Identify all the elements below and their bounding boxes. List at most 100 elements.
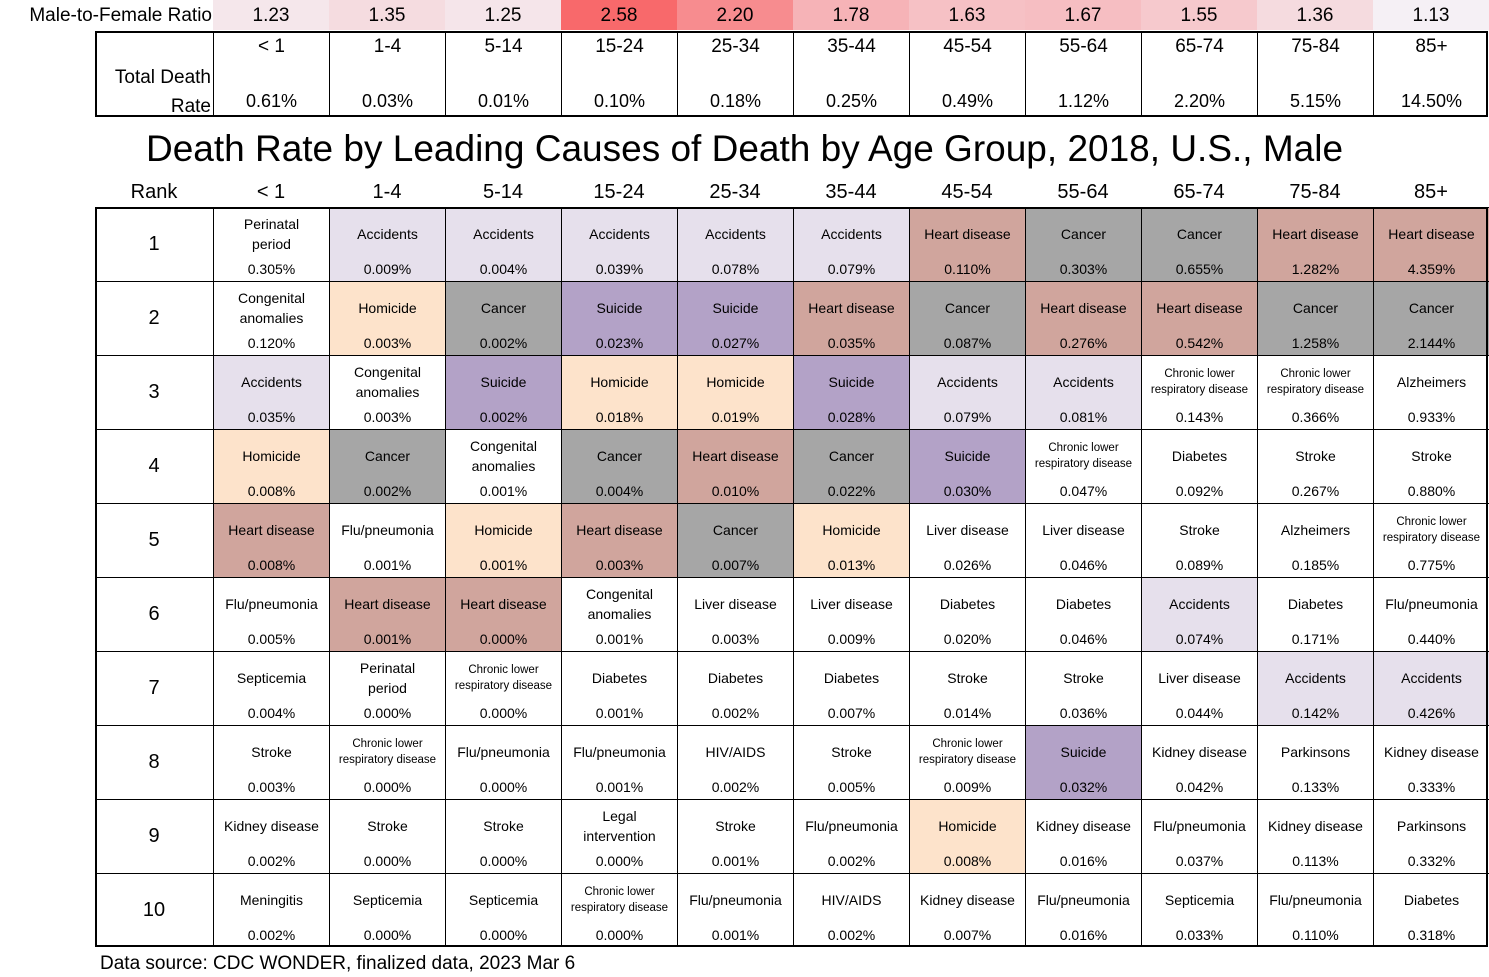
cause-cell: Diabetes 0.002% — [677, 651, 793, 725]
cause-text: Suicide — [828, 374, 875, 390]
cause-name: Accidents — [910, 360, 1025, 404]
rank-number: 8 — [148, 751, 160, 773]
ratio-value: 1.35 — [329, 0, 445, 30]
cause-name: Flu/pneumonia — [446, 730, 561, 774]
cause-text: Liver disease — [1042, 522, 1125, 538]
cause-rate: 0.333% — [1407, 779, 1456, 795]
cause-name: Suicide — [794, 360, 909, 404]
cause-text: Flu/pneumonia — [1153, 818, 1246, 834]
cause-name: Parkinsons — [1374, 804, 1489, 848]
cause-cell: Kidney disease 0.002% — [213, 799, 329, 873]
cause-name: Heart disease — [1374, 212, 1489, 256]
cause-cell: Heart disease 0.003% — [561, 503, 677, 577]
cause-text: HIV/AIDS — [821, 892, 882, 908]
cause-rate: 0.008% — [247, 557, 296, 573]
cause-cell: Kidney disease 0.007% — [909, 873, 1025, 947]
ratio-value: 1.36 — [1257, 0, 1373, 30]
cause-text: Congenital anomalies — [470, 438, 537, 474]
cause-rate: 0.081% — [1059, 409, 1108, 425]
cause-text: Diabetes — [707, 670, 764, 686]
total-rate-column: < 1 0.61% — [213, 33, 329, 115]
cause-name: Kidney disease — [1026, 804, 1141, 848]
cause-rate: 0.079% — [943, 409, 992, 425]
cause-cell: Congenital anomalies 0.003% — [329, 355, 445, 429]
cause-text: Chronic lower respiratory disease — [454, 664, 553, 692]
total-rate-column: 45-54 0.49% — [909, 33, 1025, 115]
total-age-label: 65-74 — [1175, 36, 1224, 57]
total-age-label: 15-24 — [595, 36, 644, 57]
cause-cell: Stroke 0.036% — [1025, 651, 1141, 725]
total-rate-value: 2.20% — [1173, 91, 1226, 111]
cause-name: Flu/pneumonia — [1026, 878, 1141, 922]
cause-text: Suicide — [1060, 744, 1107, 760]
total-rate-value: 0.61% — [245, 91, 298, 111]
cause-text: Liver disease — [694, 596, 777, 612]
cause-text: Heart disease — [1272, 226, 1359, 242]
age-group-header: 35-44 — [825, 181, 877, 203]
cause-name: Parkinsons — [1258, 730, 1373, 774]
row-divider — [95, 799, 213, 800]
cause-cell: Homicide 0.001% — [445, 503, 561, 577]
cause-rate: 0.002% — [363, 483, 412, 499]
cause-text: Stroke — [1179, 522, 1220, 538]
cause-name: Diabetes — [1258, 582, 1373, 626]
total-age-label: 25-34 — [711, 36, 760, 57]
total-rate-value: 0.01% — [477, 91, 530, 111]
rank-number: 9 — [148, 825, 160, 847]
cause-rate: 0.000% — [363, 853, 412, 869]
rank-number: 7 — [148, 677, 160, 699]
cause-cell: Accidents 0.035% — [213, 355, 329, 429]
cause-rate: 1.258% — [1291, 335, 1340, 351]
cause-rate: 0.087% — [943, 335, 992, 351]
cause-rate: 0.001% — [595, 631, 644, 647]
row-divider — [95, 725, 213, 726]
cause-rate: 0.089% — [1175, 557, 1224, 573]
cause-name: Heart disease — [678, 434, 793, 478]
cause-rate: 0.933% — [1407, 409, 1456, 425]
cause-cell: Suicide 0.002% — [445, 355, 561, 429]
cause-name: Septicemia — [214, 656, 329, 700]
cause-text: Stroke — [251, 744, 292, 760]
cause-rate: 0.003% — [363, 409, 412, 425]
cause-cell: Stroke 0.001% — [677, 799, 793, 873]
cause-rate: 0.007% — [827, 705, 876, 721]
age-group-header: 45-54 — [941, 181, 993, 203]
cause-rate: 0.305% — [247, 261, 296, 277]
cause-cell: Flu/pneumonia 0.001% — [561, 725, 677, 799]
row-divider — [95, 503, 213, 504]
cause-cell: Congenital anomalies 0.001% — [561, 577, 677, 651]
cause-text: Parkinsons — [1396, 818, 1467, 834]
rank-number: 1 — [148, 233, 160, 255]
cause-text: Cancer — [1060, 226, 1107, 242]
cause-rate: 0.000% — [479, 927, 528, 943]
cause-rate: 0.142% — [1291, 705, 1340, 721]
cause-text: Stroke — [483, 818, 524, 834]
cause-name: Cancer — [794, 434, 909, 478]
cause-name: Diabetes — [678, 656, 793, 700]
cause-rate: 0.171% — [1291, 631, 1340, 647]
ratio-value: 1.55 — [1141, 0, 1257, 30]
cause-name: Accidents — [562, 212, 677, 256]
ratio-value: 1.78 — [793, 0, 909, 30]
cause-text: Alzheimers — [1280, 522, 1351, 538]
cause-rate: 0.010% — [711, 483, 760, 499]
cause-text: Heart disease — [1156, 300, 1243, 316]
cause-rate: 0.003% — [711, 631, 760, 647]
cause-rate: 0.000% — [479, 779, 528, 795]
cause-rate: 0.036% — [1059, 705, 1108, 721]
cause-text: Flu/pneumonia — [805, 818, 898, 834]
cause-name: Liver disease — [1142, 656, 1257, 700]
cause-text: Diabetes — [1171, 448, 1228, 464]
cause-rate: 0.042% — [1175, 779, 1224, 795]
cause-name: Liver disease — [1026, 508, 1141, 552]
cause-text: Alzheimers — [1396, 374, 1467, 390]
cause-rate: 0.030% — [943, 483, 992, 499]
cause-name: Stroke — [1258, 434, 1373, 478]
total-rate-column: 25-34 0.18% — [677, 33, 793, 115]
cause-cell: Accidents 0.004% — [445, 207, 561, 281]
total-rate-value: 0.49% — [941, 91, 994, 111]
cause-cell: Stroke 0.000% — [329, 799, 445, 873]
ratio-value: 1.63 — [909, 0, 1025, 30]
cause-name: Accidents — [446, 212, 561, 256]
cause-text: Congenital anomalies — [354, 364, 421, 400]
